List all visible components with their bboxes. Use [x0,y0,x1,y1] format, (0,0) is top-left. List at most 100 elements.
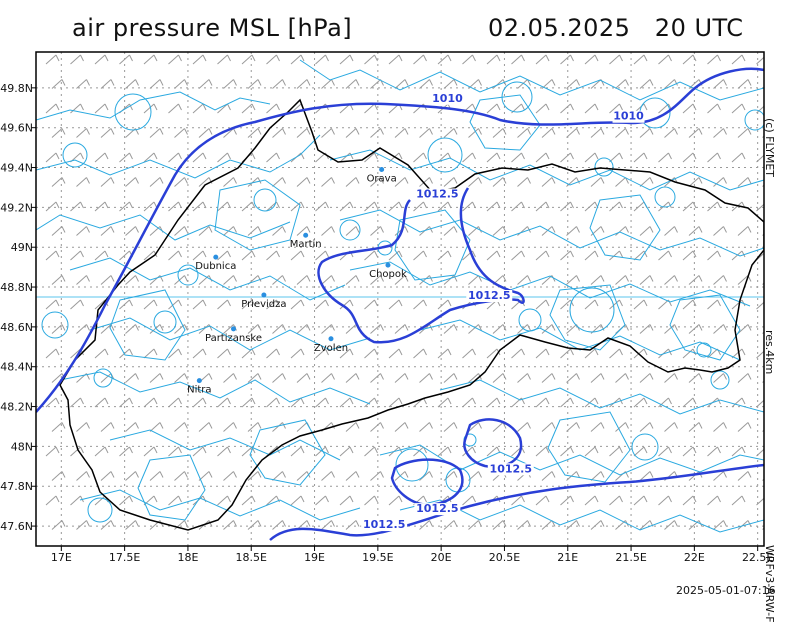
wind-barb [339,446,354,457]
wind-barb [198,177,213,187]
wind-barb [266,397,280,408]
wind-barb [492,373,507,383]
wind-barb [609,250,623,261]
wind-barb [737,422,752,432]
wind-barb [492,128,507,138]
wind-barb [198,128,213,138]
wind-barb [756,497,764,506]
wind-barb [45,54,60,65]
wind-barb [241,201,256,212]
wind-barb [590,422,605,432]
wind-barb [192,250,207,261]
map-title: air pressure MSL [hPa] [72,14,353,42]
wind-barb [486,152,501,163]
wind-barb [688,422,703,432]
wind-barb [682,152,697,163]
x-tick-label: 19E [304,551,325,564]
wind-barb [639,177,654,187]
wind-barb [296,226,311,236]
wind-barb [370,226,384,236]
y-tick-label: 48.4N [0,361,33,374]
wind-barb [590,471,605,481]
wind-barb [247,128,262,138]
wind-barb [486,250,501,261]
wind-barb [217,446,231,457]
wind-barb [174,471,188,481]
wind-barb [223,422,237,432]
wind-barb [639,128,654,138]
wind-barb [45,103,60,114]
wind-barb [394,177,409,187]
wind-barb [241,103,256,114]
wind-barb [223,471,237,481]
wind-barb [315,299,329,310]
wind-barb [584,54,599,65]
wind-barb [247,422,262,432]
wind-barb [713,422,727,432]
wind-barb [272,373,286,383]
wind-barb [296,324,311,334]
wind-barb [419,422,433,432]
city-marker [303,232,309,238]
wind-barb [272,79,286,89]
wind-barb [217,397,231,408]
wind-barb [609,348,623,359]
wind-barb [125,79,139,89]
wind-barb [566,422,580,432]
wind-barb [51,324,66,334]
x-tick-label: 18E [177,551,198,564]
wind-barb [174,177,188,187]
wind-barb [321,324,335,334]
wind-barb [388,201,403,212]
wind-barb [492,520,507,530]
wind-barb [462,446,476,457]
wind-barb [125,373,139,383]
wind-barb [443,422,458,432]
city-marker [328,336,334,342]
wind-barb [517,520,531,530]
wind-barb [241,397,256,408]
wind-barb [688,275,703,285]
wind-barb [45,250,60,261]
wind-barb [100,324,115,334]
wind-barb [100,128,115,138]
wind-barb [272,226,286,236]
wind-barb [517,79,531,89]
wind-barb [125,275,139,285]
y-axis: 47.6N 47.8N 48N 48.2N 48.4N 48.6N 48.8N 49N 49.2… [0,82,36,533]
wind-barb [584,348,599,359]
wind-barb [639,471,654,481]
wind-barb [664,373,678,383]
city-label: Chopok [369,269,407,280]
wind-barb [315,397,329,408]
country-border [59,98,764,531]
isobars [36,67,764,541]
wind-barb [443,79,458,89]
wind-barb [149,79,164,89]
wind-barb [658,446,672,457]
y-tick-label: 49.6N [0,122,33,135]
wind-barb [443,177,458,187]
wind-barb [168,54,182,65]
wind-barb [217,54,231,65]
wind-barb [272,324,286,334]
wind-barb [370,275,384,285]
wind-barb [535,348,550,359]
wind-barb [339,397,354,408]
wind-barb [76,471,90,481]
x-tick-label: 20.5E [489,551,520,564]
wind-barb [658,299,672,310]
wind-barb [443,275,458,285]
wind-barb [364,299,378,310]
wind-barb [321,471,335,481]
wind-barb [345,275,360,285]
wind-barb [541,275,556,285]
wind-barb [462,348,476,359]
wind-barb [339,152,354,163]
wind-barb [100,226,115,236]
wind-barb [143,446,158,457]
wind-barb [437,397,452,408]
isobar-label: 1012.5 [490,462,532,475]
wind-barb [517,275,531,285]
x-tick-label: 19.5E [362,551,393,564]
